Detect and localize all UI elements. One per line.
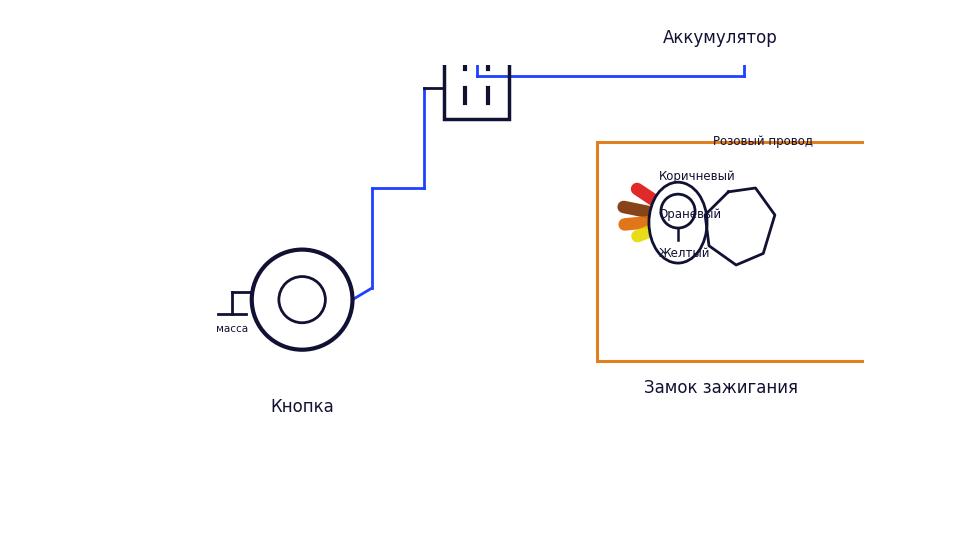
Text: Розовый провод: Розовый провод xyxy=(713,136,813,148)
Text: Замок зажигания: Замок зажигания xyxy=(643,379,798,397)
Bar xyxy=(596,142,872,361)
Text: Ораневый: Ораневый xyxy=(659,208,722,221)
Text: Кнопка: Кнопка xyxy=(271,399,334,416)
Text: Коричневый: Коричневый xyxy=(659,170,735,183)
Circle shape xyxy=(660,194,695,228)
Text: масса: масса xyxy=(216,325,249,334)
Text: Аккумулятор: Аккумулятор xyxy=(663,29,778,47)
Text: Желтый: Желтый xyxy=(659,247,710,260)
Bar xyxy=(616,0,868,11)
Ellipse shape xyxy=(649,182,708,263)
Bar xyxy=(444,11,510,119)
Bar xyxy=(128,0,341,7)
